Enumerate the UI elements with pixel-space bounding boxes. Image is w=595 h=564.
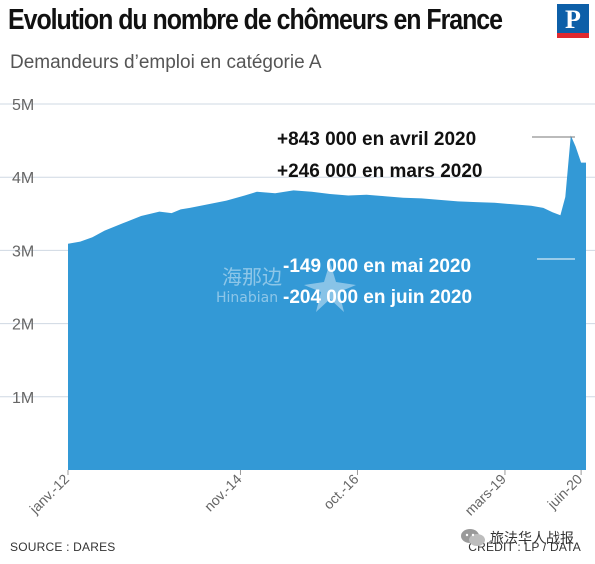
y-axis: 1M 2M 3M 4M 5M [12, 97, 34, 407]
y-tick-label: 4M [12, 170, 34, 187]
wechat-icon [461, 529, 485, 546]
annotation-april: +843 000 en avril 2020 [277, 129, 476, 150]
annotation-may: -149 000 en mai 2020 [283, 256, 471, 277]
credit-note: CRÉDIT : LP / DATA [468, 540, 581, 554]
area-layer [68, 135, 586, 470]
source-note: SOURCE : DARES [10, 540, 116, 554]
watermark-star-icon [304, 262, 356, 312]
x-axis: janv.-12 nov.-14 oct.-16 mars-19 juin-20 [26, 470, 586, 519]
le-parisien-logo: P [557, 4, 589, 38]
watermark-text: 海那边 [222, 265, 282, 289]
y-tick-label: 3M [12, 243, 34, 260]
x-tick-label: mars-19 [461, 471, 509, 519]
wechat-label: 旅法华人战报 [490, 530, 574, 546]
x-tick-label: oct.-16 [320, 471, 362, 513]
watermark-subtext: Hinabian [216, 290, 278, 306]
chart-subtitle: Demandeurs d’emploi en catégorie A [10, 52, 322, 73]
annotation-june: -204 000 en juin 2020 [283, 287, 472, 308]
watermark: 海那边 Hinabian [216, 262, 356, 312]
x-tick-label: janv.-12 [26, 471, 73, 518]
annotation-march: +246 000 en mars 2020 [277, 161, 482, 182]
x-tick-label: nov.-14 [201, 471, 245, 515]
y-tick-label: 1M [12, 390, 34, 407]
chart-title: Evolution du nombre de chômeurs en Franc… [8, 4, 503, 36]
logo-letter: P [565, 5, 581, 34]
y-tick-label: 2M [12, 317, 34, 334]
logo-stripe [557, 33, 589, 38]
wechat-tag: 旅法华人战报 [460, 527, 574, 549]
annotations: +843 000 en avril 2020 +246 000 en mars … [277, 129, 575, 308]
y-tick-label: 5M [12, 97, 34, 114]
area-series [68, 135, 586, 470]
logo-background [557, 4, 589, 33]
x-tick-label: juin-20 [544, 471, 586, 513]
